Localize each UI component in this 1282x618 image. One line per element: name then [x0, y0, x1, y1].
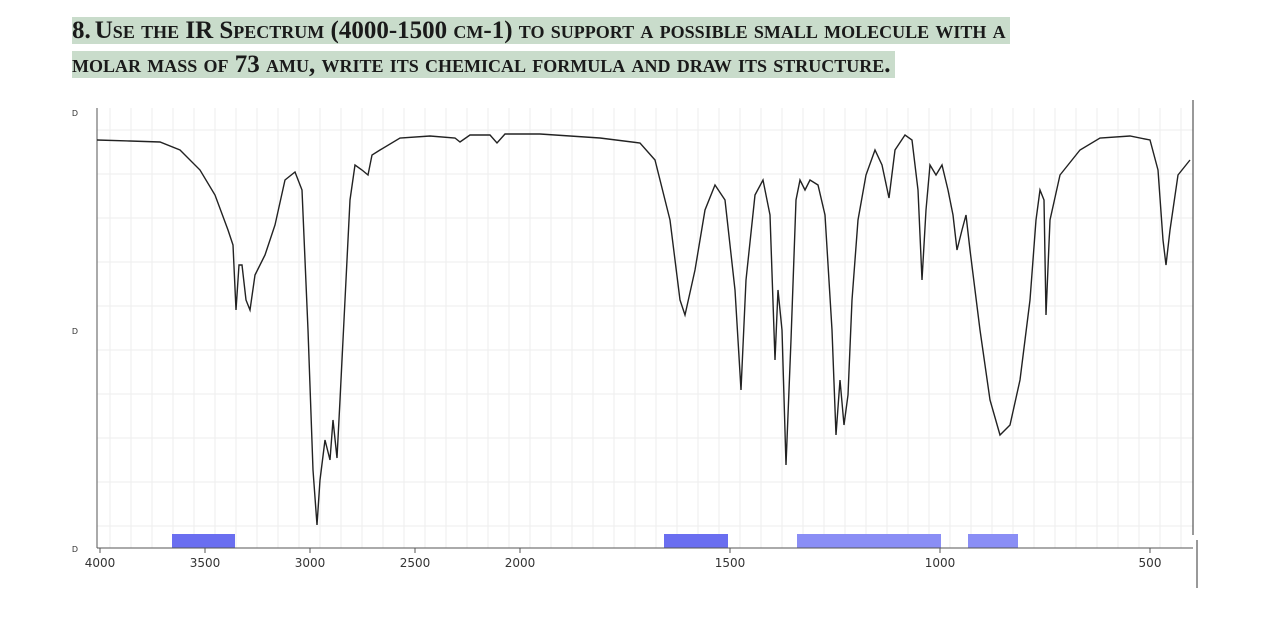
x-tick-label: 2500 — [400, 556, 431, 570]
y-label: D — [72, 545, 78, 554]
highlight-band — [797, 534, 941, 548]
x-tick-label: 4000 — [85, 556, 116, 570]
x-tick-label: 1000 — [925, 556, 956, 570]
x-tick-label: 2000 — [505, 556, 536, 570]
question-line: molar mass of 73 amu, write its chemical… — [72, 48, 1010, 82]
question-text: molar mass of 73 amu, write its chemical… — [72, 51, 895, 78]
x-tick-label: 1500 — [715, 556, 746, 570]
highlight-band — [172, 534, 235, 548]
question-text: Use the IR Spectrum (4000-1500 cm-1) to … — [94, 17, 1010, 44]
spectrum-curve — [96, 133, 1191, 526]
x-tick-label: 3500 — [190, 556, 221, 570]
x-tick-label: 500 — [1139, 556, 1162, 570]
question-line: 8. Use the IR Spectrum (4000-1500 cm-1) t… — [72, 14, 1010, 48]
highlight-band — [968, 534, 1018, 548]
x-tick-label: 3000 — [295, 556, 326, 570]
y-label: D — [72, 109, 78, 118]
question-number: 8. — [72, 17, 95, 44]
question: 8. Use the IR Spectrum (4000-1500 cm-1) t… — [72, 14, 1010, 82]
highlight-band — [664, 534, 728, 548]
y-label: D — [72, 327, 78, 336]
